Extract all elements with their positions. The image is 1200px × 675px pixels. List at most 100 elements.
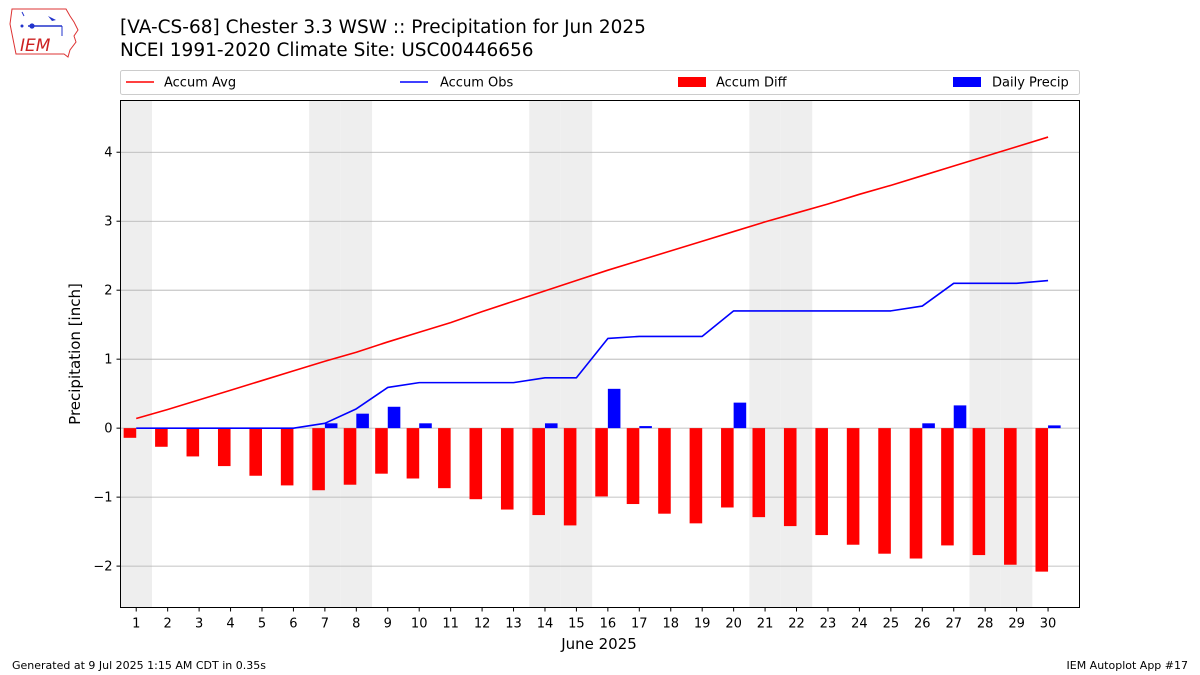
- footer-app: IEM Autoplot App #17: [1066, 659, 1189, 672]
- x-tick-label: 20: [725, 617, 742, 632]
- weekend-shade: [749, 100, 781, 608]
- bars: [123, 388, 1061, 572]
- x-tick-label: 13: [505, 617, 522, 632]
- accum-diff-bar: [595, 428, 608, 497]
- accum-diff-bar: [846, 428, 860, 545]
- y-tick-label: 0: [104, 422, 112, 437]
- accum-diff-bar: [186, 428, 200, 457]
- weekend-shade: [120, 100, 152, 608]
- accum-diff-bar: [123, 428, 137, 438]
- weekend-shade: [529, 100, 561, 608]
- accum-diff-bar: [438, 428, 451, 489]
- daily-precip-bar: [607, 388, 621, 429]
- legend-label-accum-obs: Accum Obs: [440, 76, 513, 91]
- x-tick-label: 19: [694, 617, 711, 632]
- accum-diff-bar: [343, 428, 357, 485]
- accum-diff-bar: [563, 428, 577, 526]
- x-tick-label: 16: [600, 617, 617, 632]
- accum-diff-bar: [658, 428, 671, 514]
- logo-text: IEM: [20, 36, 51, 56]
- accum-obs-line: [136, 279, 1049, 429]
- lines: [136, 136, 1049, 429]
- legend-swatch-daily-precip: [953, 77, 981, 87]
- x-tick-label: 25: [883, 617, 900, 632]
- accum-diff-bar: [532, 428, 545, 516]
- x-tick-label: 5: [258, 617, 266, 632]
- x-tick-label: 18: [662, 617, 679, 632]
- legend-label-accum-avg: Accum Avg: [164, 76, 236, 91]
- accum-diff-bar: [1004, 428, 1017, 565]
- x-tick-label: 11: [442, 617, 459, 632]
- x-tick-label: 23: [820, 617, 837, 632]
- x-tick-label: 28: [977, 617, 994, 632]
- daily-precip-bar: [356, 413, 369, 429]
- x-tick-label: 22: [788, 617, 805, 632]
- x-axis-label: June 2025: [560, 635, 637, 653]
- daily-precip-bar: [733, 402, 747, 429]
- accum-diff-bar: [375, 428, 388, 474]
- accum-diff-bar: [941, 428, 954, 546]
- x-tick-label: 9: [384, 617, 392, 632]
- accum-diff-bar: [500, 428, 514, 510]
- daily-precip-bar: [419, 423, 432, 429]
- x-tick-label: 24: [851, 617, 868, 632]
- accum-diff-bar: [312, 428, 325, 491]
- x-tick-label: 15: [568, 617, 585, 632]
- weekend-shade: [780, 100, 813, 608]
- footer-generated: Generated at 9 Jul 2025 1:15 AM CDT in 0…: [12, 659, 266, 672]
- accum-diff-bar: [721, 428, 734, 508]
- accum-diff-bar: [249, 428, 262, 476]
- y-tick-label: −2: [93, 560, 112, 575]
- accum-diff-bar: [972, 428, 986, 556]
- x-tick-label: 30: [1040, 617, 1057, 632]
- daily-precip-bar: [544, 423, 558, 429]
- x-tick-label: 27: [945, 617, 962, 632]
- accum-diff-bar: [783, 428, 797, 527]
- daily-precip-bar: [387, 406, 401, 429]
- x-tick-label: 10: [411, 617, 428, 632]
- accum-diff-bar: [217, 428, 231, 467]
- daily-precip-bar: [324, 423, 338, 429]
- y-tick-label: 2: [104, 284, 112, 299]
- iem-logo: IEM: [8, 6, 80, 60]
- accum-avg-line: [136, 136, 1049, 420]
- accum-diff-bar: [155, 428, 168, 447]
- legend-box: [120, 70, 1080, 95]
- x-tick-label: 8: [352, 617, 360, 632]
- y-tick-label: 1: [104, 353, 112, 368]
- daily-precip-bar: [639, 426, 652, 429]
- grid-lines: [120, 151, 1080, 567]
- daily-precip-bar: [953, 405, 967, 429]
- accum-diff-bar: [280, 428, 294, 486]
- daily-precip-bar: [922, 423, 935, 429]
- accum-diff-bar: [815, 428, 828, 536]
- accum-diff-bar: [626, 428, 640, 505]
- iowa-outline-icon: IEM: [9, 8, 79, 58]
- x-tick-label: 2: [164, 617, 172, 632]
- accum-diff-bar: [878, 428, 891, 554]
- x-tick-label: 1: [132, 617, 140, 632]
- accum-diff-bar: [689, 428, 703, 524]
- legend-swatch-accum-diff: [678, 77, 706, 87]
- y-tick-label: 3: [104, 215, 112, 230]
- x-tick-label: 26: [914, 617, 931, 632]
- chart-subtitle: NCEI 1991-2020 Climate Site: USC00446656: [120, 40, 534, 61]
- legend-label-daily-precip: Daily Precip: [992, 76, 1069, 91]
- accum-diff-bar: [469, 428, 483, 500]
- accum-diff-bar: [909, 428, 923, 559]
- y-tick-label: −1: [93, 491, 112, 506]
- chart-title: [VA-CS-68] Chester 3.3 WSW :: Precipitat…: [120, 17, 646, 38]
- x-tick-label: 7: [321, 617, 329, 632]
- x-tick-label: 6: [289, 617, 297, 632]
- x-tick-label: 21: [757, 617, 774, 632]
- accum-diff-bar: [752, 428, 766, 518]
- accum-diff-bar: [406, 428, 420, 479]
- x-tick-label: 3: [195, 617, 203, 632]
- x-tick-label: 14: [537, 617, 554, 632]
- weekend-shade: [340, 100, 373, 608]
- y-axis-label: Precipitation [inch]: [66, 283, 84, 425]
- x-tick-label: 17: [631, 617, 648, 632]
- weekend-shade: [309, 100, 341, 608]
